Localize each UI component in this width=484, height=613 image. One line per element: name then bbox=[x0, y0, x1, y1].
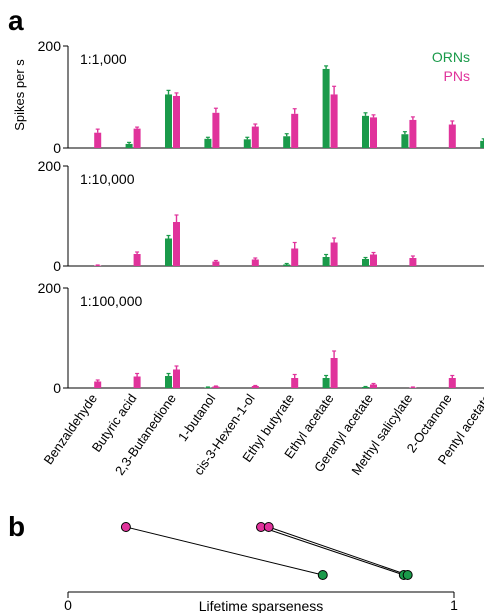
orn-bar bbox=[243, 139, 251, 148]
orn-bar bbox=[204, 138, 212, 148]
pn-point bbox=[263, 522, 274, 532]
orn-bar bbox=[322, 68, 330, 148]
pn-bar bbox=[370, 384, 377, 388]
pn-bar bbox=[212, 386, 220, 388]
panel-b-label: b bbox=[8, 511, 25, 542]
pn-bar bbox=[291, 248, 299, 266]
y-axis-label: Spikes per s bbox=[12, 59, 27, 131]
legend-pns: PNs bbox=[444, 68, 470, 84]
orn-bar bbox=[283, 264, 291, 266]
pn-bar bbox=[94, 132, 102, 148]
y-tick-label: 0 bbox=[53, 258, 61, 274]
bar-panel-1-1000: 0 200 1:1,000 bbox=[38, 38, 484, 156]
pn-bar bbox=[212, 261, 220, 266]
pn-bar bbox=[291, 113, 299, 148]
dilution-label: 1:100,000 bbox=[80, 293, 142, 309]
pn-bar bbox=[330, 94, 338, 148]
pn-bar bbox=[330, 358, 338, 388]
pn-bar bbox=[291, 378, 299, 388]
pn-bar bbox=[212, 112, 220, 148]
orn-bar bbox=[480, 140, 484, 148]
orn-bar bbox=[362, 259, 369, 266]
orn-point bbox=[402, 570, 413, 580]
x-tick-label: 1 bbox=[450, 597, 458, 613]
orn-bar bbox=[204, 387, 212, 388]
category-label: Benzaldehyde bbox=[41, 391, 101, 467]
x-tick-label: 0 bbox=[64, 597, 72, 613]
pn-bar bbox=[370, 117, 377, 148]
pn-bar bbox=[133, 376, 141, 388]
orn-bar bbox=[362, 387, 369, 388]
pn-bar bbox=[448, 378, 456, 388]
pn-bar bbox=[173, 369, 180, 388]
orn-bar bbox=[322, 378, 330, 388]
pn-bar bbox=[94, 265, 102, 266]
pair-line bbox=[125, 526, 323, 576]
pair-line bbox=[260, 526, 404, 576]
y-tick-label: 200 bbox=[38, 158, 62, 174]
bar-panel-1-10000: 0 200 1:10,000 bbox=[38, 158, 484, 274]
pn-bar bbox=[330, 242, 338, 266]
orn-bar bbox=[165, 94, 172, 148]
pn-bar bbox=[409, 119, 417, 148]
pn-bar bbox=[409, 387, 417, 388]
pn-bar bbox=[251, 126, 259, 148]
orn-bar bbox=[362, 115, 369, 148]
pn-bar bbox=[409, 258, 417, 266]
y-tick-label: 200 bbox=[38, 280, 62, 296]
pn-bar bbox=[173, 95, 180, 148]
legend: ORNs PNs bbox=[432, 49, 470, 84]
pn-bar bbox=[133, 254, 141, 266]
pair-line bbox=[268, 526, 408, 576]
sparseness-panel: 0 1 Lifetime sparseness bbox=[64, 522, 458, 613]
dilution-label: 1:10,000 bbox=[80, 171, 135, 187]
orn-bar bbox=[125, 143, 133, 148]
pn-bar bbox=[94, 381, 102, 388]
x-axis-label: Lifetime sparseness bbox=[199, 598, 324, 613]
legend-orns: ORNs bbox=[432, 49, 470, 65]
orn-bar bbox=[322, 257, 330, 266]
pn-bar bbox=[173, 222, 180, 266]
y-tick-label: 0 bbox=[53, 140, 61, 156]
category-label: 1-butanol bbox=[175, 391, 218, 444]
pn-bar bbox=[251, 259, 259, 266]
panel-a-label: a bbox=[8, 5, 24, 36]
pn-bar bbox=[370, 254, 377, 266]
orn-bar bbox=[165, 238, 172, 266]
orn-point bbox=[317, 570, 328, 580]
pn-bar bbox=[251, 386, 259, 388]
dilution-label: 1:1,000 bbox=[80, 51, 127, 67]
pn-bar bbox=[133, 128, 141, 148]
y-tick-label: 200 bbox=[38, 38, 62, 54]
orn-bar bbox=[283, 136, 291, 148]
orn-bar bbox=[401, 134, 409, 148]
bar-panel-1-100000: 0 200 1:100,000 bbox=[38, 280, 484, 396]
pn-point bbox=[120, 522, 131, 532]
orn-bar bbox=[165, 376, 172, 388]
pn-bar bbox=[448, 124, 456, 148]
y-tick-label: 0 bbox=[53, 380, 61, 396]
